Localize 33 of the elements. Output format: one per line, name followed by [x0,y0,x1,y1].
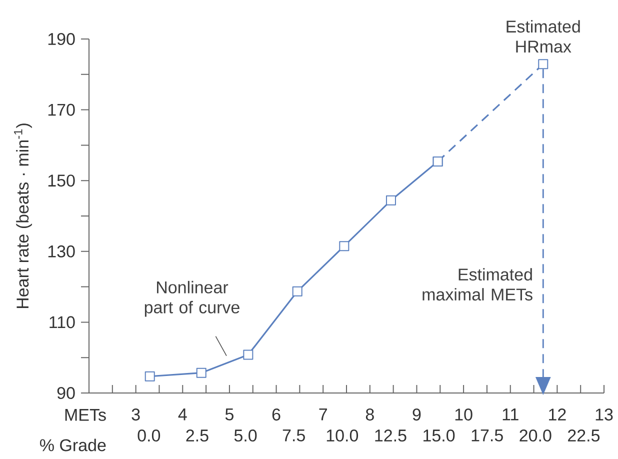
x2-tick-label: 0.0 [138,430,160,442]
x-tick-label: 9 [412,408,421,421]
x2-tick-label: 7.5 [282,430,305,442]
y-tick-label: 90 [57,386,75,400]
annotation: Nonlinear part of curve [144,280,240,317]
y-tick-label: 130 [48,245,75,258]
x-tick-label: 11 [502,408,518,420]
x2-tick-label: 5.0 [234,430,257,442]
y-tick-label: 170 [48,104,75,116]
x2-tick-label: 17.5 [472,430,503,442]
x-tick-label: 7 [319,408,327,420]
x2-axis-title: % Grade [40,438,106,452]
x-tick-label: 4 [178,408,187,420]
x-tick-label: 5 [225,408,234,420]
x-tick-label: 8 [366,408,374,421]
y-tick-label: 110 [50,316,75,328]
x-tick-label: 13 [596,408,613,421]
y-tick-label: 150 [48,174,75,187]
x2-tick-label: 2.5 [186,430,208,442]
x2-tick-label: 20.0 [520,430,552,442]
x2-tick-label: 10.0 [326,430,358,442]
x2-tick-label: 22.5 [568,430,600,442]
y-axis-title: Heart rate (beats · min$^{-1}$) [14,124,32,308]
x-tick-label: 3 [132,408,140,421]
annotation: Estimated maximal METs [422,268,532,301]
x2-tick-label: 12.5 [375,430,406,442]
x-tick-label: 12 [549,408,566,420]
x-axis-title: METs [65,409,106,421]
x2-tick-label: 15.0 [424,430,455,442]
x-tick-label: 6 [272,408,280,421]
annotation: Estimated HRmax [506,20,580,53]
x-tick-label: 10 [455,408,472,421]
y-tick-label: 190 [48,32,75,46]
